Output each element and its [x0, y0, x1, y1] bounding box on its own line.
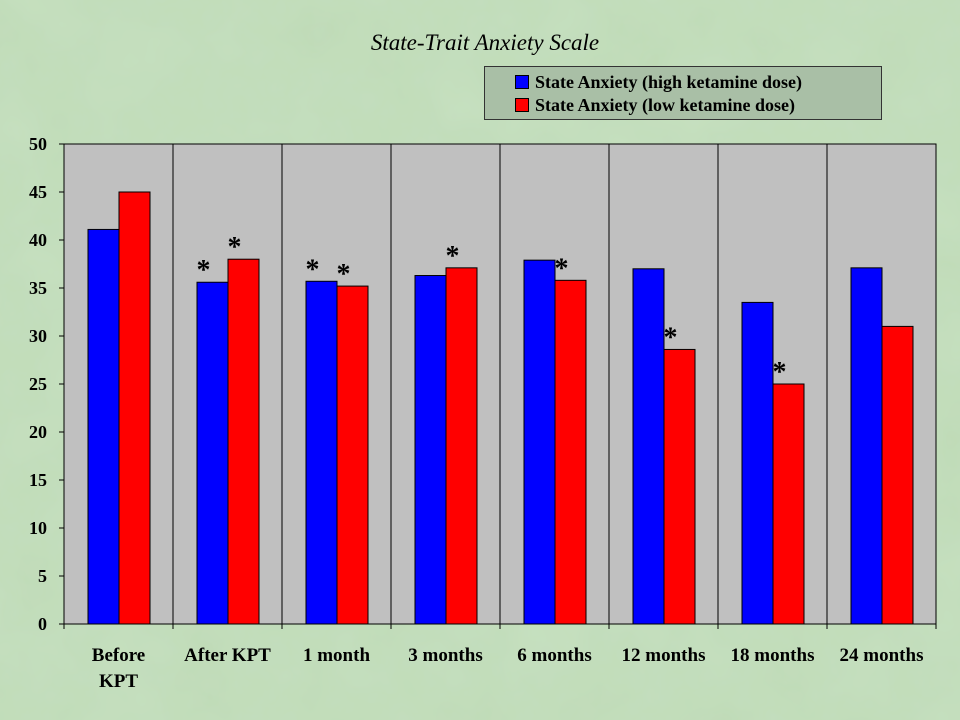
significance-marker: *	[555, 253, 569, 284]
x-category-label: Before KPT	[92, 645, 145, 692]
bar-low-dose	[118, 191, 151, 625]
bar-low-dose	[881, 325, 914, 625]
bar-low-dose	[336, 285, 369, 625]
y-tick-label: 10	[29, 518, 47, 538]
significance-marker: *	[446, 241, 460, 272]
legend-swatch-high-dose	[515, 75, 529, 89]
x-category-label: After KPT	[184, 645, 271, 666]
x-category-label-line: 24 months	[840, 645, 924, 666]
x-category-label-line: Before	[92, 645, 145, 666]
bar-low-dose	[554, 279, 587, 625]
x-category-label: 6 months	[517, 645, 591, 666]
y-tick-label: 35	[29, 278, 47, 298]
y-tick-label: 5	[38, 566, 47, 586]
bar-high-dose	[741, 301, 774, 625]
bar-low-dose	[227, 258, 260, 625]
bar-low-dose	[445, 267, 478, 625]
bar-high-dose	[632, 268, 665, 625]
bar-low-dose	[663, 348, 696, 625]
legend-entry-low-dose: State Anxiety (low ketamine dose)	[515, 94, 795, 116]
x-category-label-line: 3 months	[408, 645, 482, 666]
x-category-label-line: After KPT	[184, 645, 271, 666]
x-category-label-line: 18 months	[731, 645, 815, 666]
significance-marker: *	[306, 254, 320, 285]
bar-high-dose	[87, 228, 120, 625]
bar-high-dose	[196, 281, 229, 625]
bar-high-dose	[523, 259, 556, 625]
y-tick-label: 50	[29, 134, 47, 154]
bar-high-dose	[305, 280, 338, 625]
x-category-label: 24 months	[840, 645, 924, 666]
significance-marker: *	[228, 232, 242, 263]
bar-low-dose	[772, 383, 805, 625]
bar-high-dose	[850, 267, 883, 625]
x-category-label-line: 1 month	[303, 645, 370, 666]
y-tick-label: 25	[29, 374, 47, 394]
y-tick-label: 0	[38, 614, 47, 634]
significance-marker: *	[197, 255, 211, 286]
x-category-label: 3 months	[408, 645, 482, 666]
chart-title: State-Trait Anxiety Scale	[370, 30, 600, 55]
legend-label-low-dose: State Anxiety (low ketamine dose)	[535, 95, 795, 115]
y-tick-label: 30	[29, 326, 47, 346]
legend: State Anxiety (high ketamine dose) State…	[484, 66, 882, 120]
x-category-label-line: 12 months	[622, 645, 706, 666]
legend-label-high-dose: State Anxiety (high ketamine dose)	[535, 72, 802, 92]
x-category-label: 12 months	[622, 645, 706, 666]
bar-high-dose	[414, 275, 447, 625]
x-category-label: 1 month	[303, 645, 370, 666]
y-tick-label: 15	[29, 470, 47, 490]
y-tick-label: 20	[29, 422, 47, 442]
legend-entry-high-dose: State Anxiety (high ketamine dose)	[515, 71, 802, 93]
y-tick-label: 45	[29, 182, 47, 202]
significance-marker: *	[664, 322, 678, 353]
significance-marker: *	[337, 259, 351, 290]
significance-marker: *	[773, 357, 787, 388]
x-category-label-line: KPT	[99, 671, 138, 692]
x-category-label: 18 months	[731, 645, 815, 666]
y-tick-label: 40	[29, 230, 47, 250]
x-category-label-line: 6 months	[517, 645, 591, 666]
legend-swatch-low-dose	[515, 98, 529, 112]
